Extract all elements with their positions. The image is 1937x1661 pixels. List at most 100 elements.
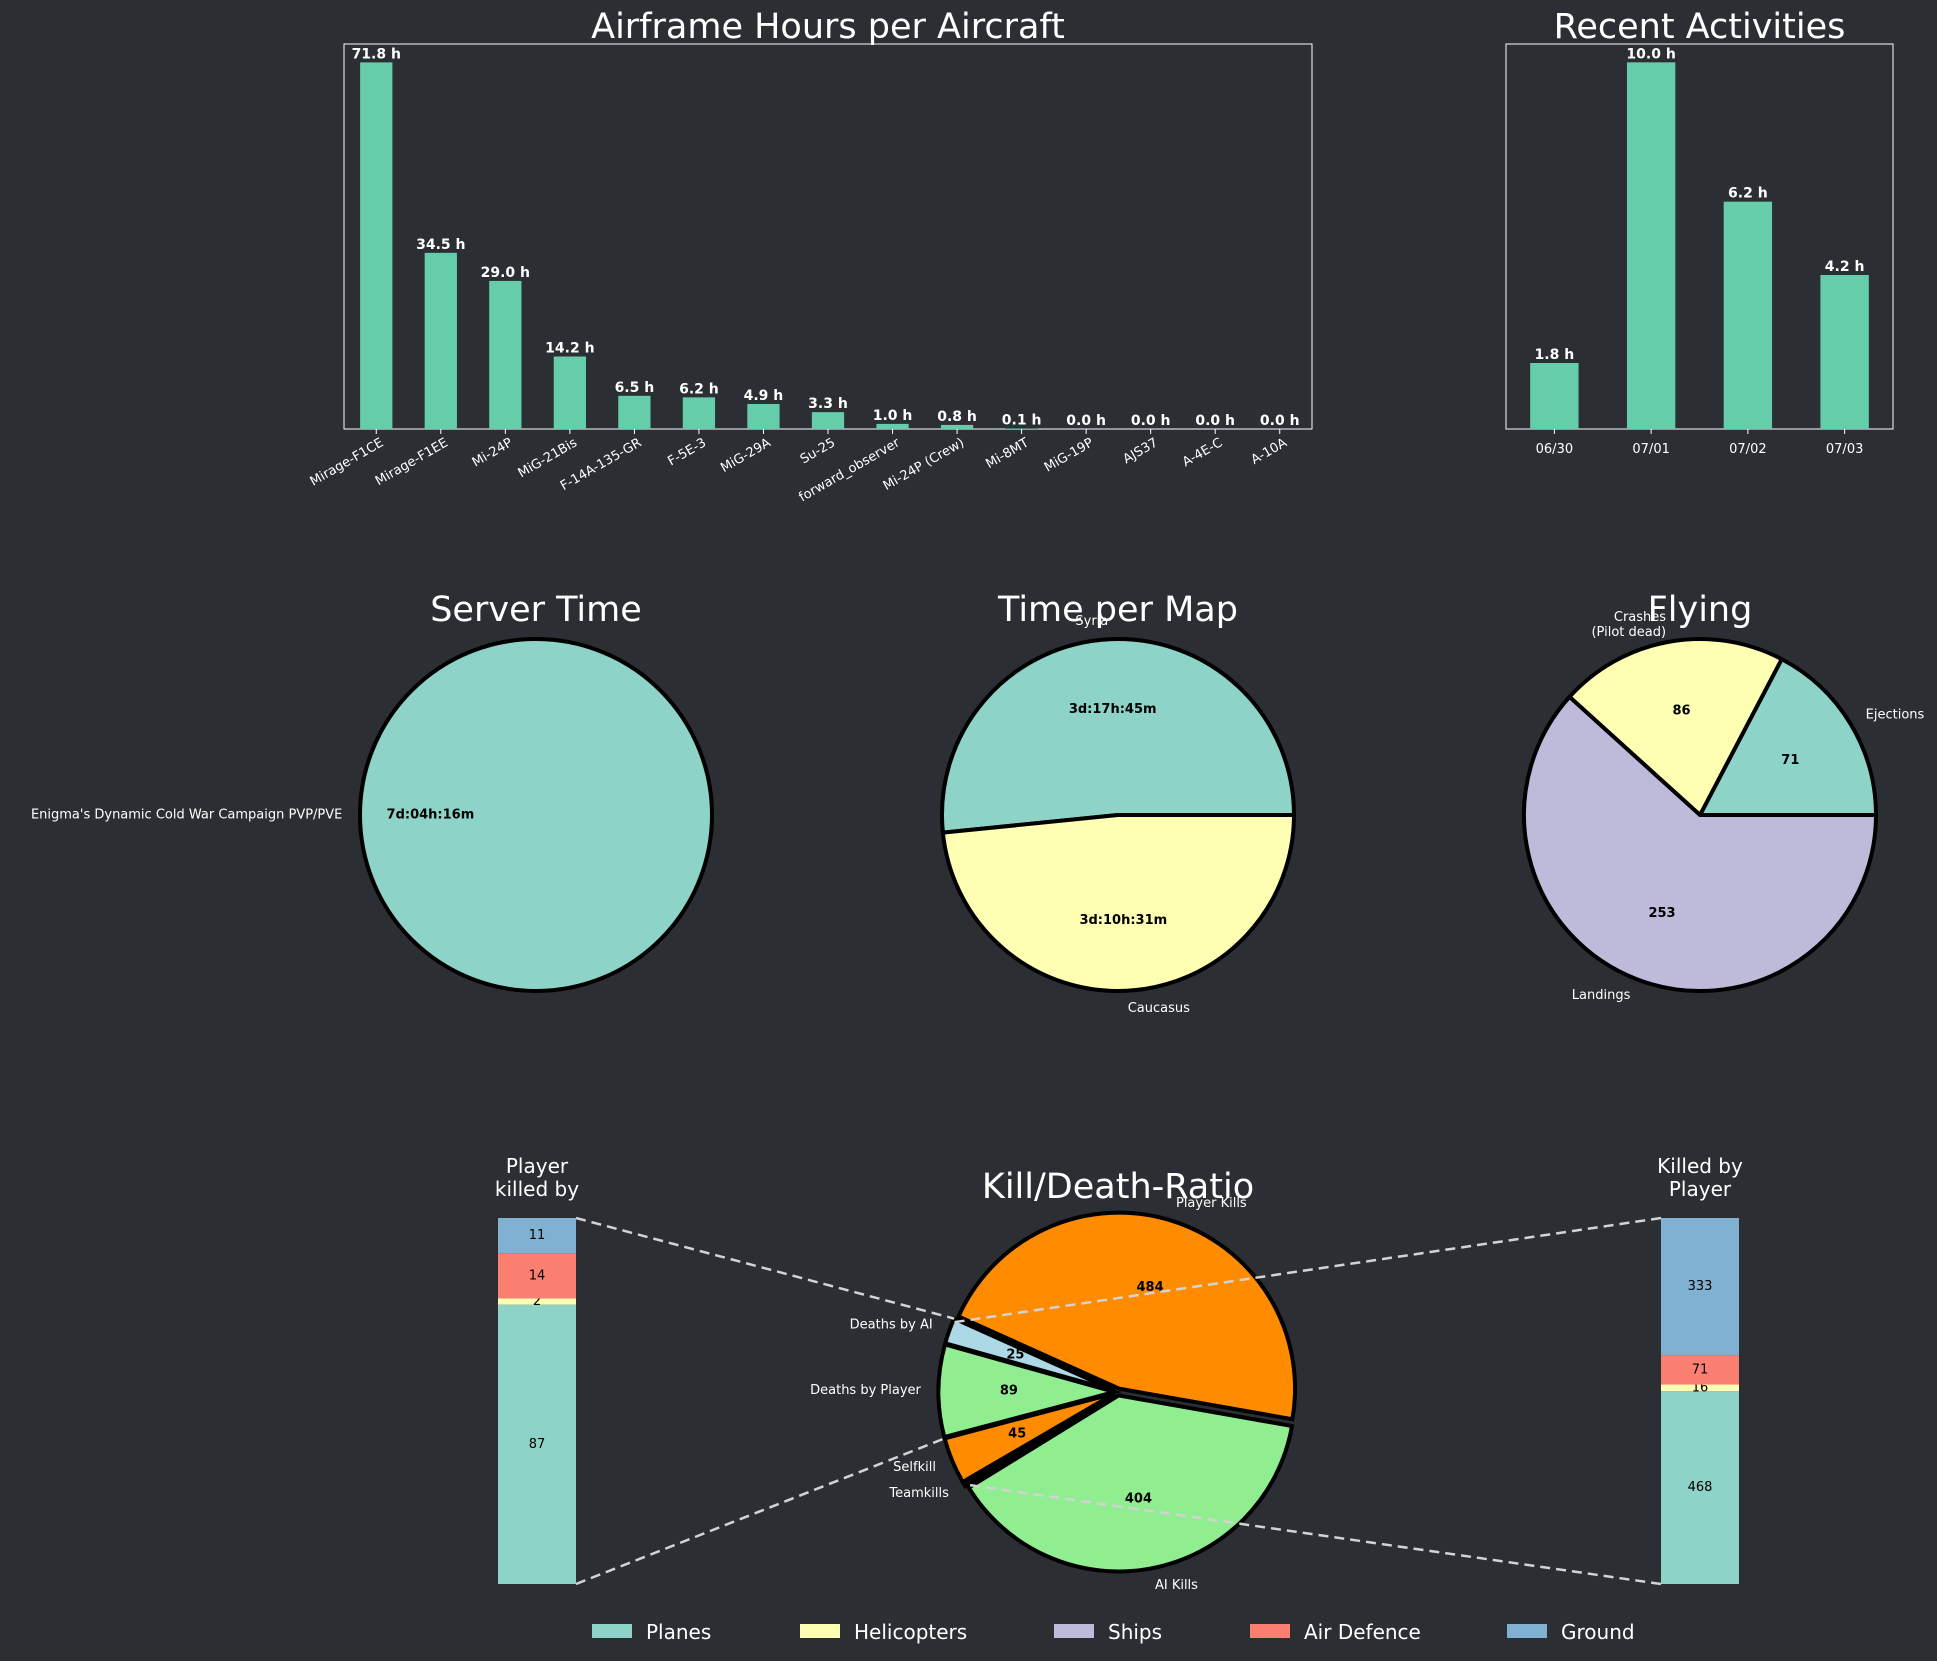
airframe-tick-label: Su-25 — [798, 435, 838, 467]
time_per_map-chart: Time per Map 3d:17h:45m Syria 3d:10h:31m Cau… — [940, 590, 1297, 1016]
recent-tick-label: 07/03 — [1826, 442, 1863, 457]
kdr-slice — [966, 1393, 1295, 1574]
airframe-value-label: 34.5 h — [416, 237, 465, 253]
kdr-value-label: 404 — [1125, 1492, 1152, 1507]
kdr-value-label: 89 — [1000, 1384, 1018, 1399]
player_killed_by-segment-label: 87 — [529, 1437, 546, 1452]
time_per_map-value-label: 3d:10h:31m — [1079, 913, 1167, 928]
airframe-value-label: 0.0 h — [1195, 413, 1235, 429]
airframe-bar — [940, 424, 974, 429]
kdr-slice-label: Deaths by Player — [810, 1383, 921, 1398]
player_killed_by-segment-label: 14 — [529, 1268, 546, 1283]
airframe-value-label: 71.8 h — [352, 46, 401, 62]
player_killed_by-segment — [498, 1304, 576, 1584]
server_time-value-label: 7d:04h:16m — [387, 808, 475, 823]
airframe-value-label: 1.0 h — [873, 408, 913, 424]
airframe-chart: Airframe Hours per Aircraft 71.8 h Mirage-… — [308, 7, 1313, 505]
legend-swatch — [592, 1624, 632, 1638]
airframe-tick-label: F-5E-3 — [665, 435, 709, 469]
airframe-bar — [424, 252, 457, 429]
airframe-value-label: 29.0 h — [481, 265, 530, 281]
killed_by_player-segment-label: 468 — [1688, 1480, 1713, 1495]
player_killed_by-segment-label: 11 — [529, 1228, 546, 1243]
flying-slice — [1696, 656, 1879, 817]
connector-line — [952, 1216, 1662, 1324]
recent-bar — [1626, 62, 1676, 429]
airframe-tick-label: MiG-19P — [1042, 435, 1096, 475]
recent-bar — [1723, 201, 1773, 429]
recent-bar — [1530, 363, 1579, 429]
player_killed_by-title: Player killed by — [495, 1154, 579, 1201]
recent-bar — [1820, 275, 1869, 429]
legend-label: Ground — [1561, 1620, 1635, 1644]
connector-line — [575, 1437, 946, 1586]
airframe-bar — [553, 356, 586, 429]
kdr-title: Kill/Death-Ratio — [982, 1167, 1254, 1207]
recent-chart: Recent Activities 1.8 h 06/30 10.0 h 07/01 6.… — [1505, 7, 1894, 457]
flying-slice-label: Landings — [1572, 988, 1631, 1003]
legend-swatch — [800, 1624, 840, 1638]
legend-label: Planes — [646, 1620, 711, 1644]
airframe-tick-label: MiG-29A — [718, 435, 773, 476]
player_killed_by-segment-label: 2 — [533, 1294, 541, 1309]
airframe-bar — [489, 280, 522, 429]
killed_by_player-title: Killed by Player — [1657, 1154, 1743, 1201]
flying-value-label: 71 — [1781, 753, 1799, 768]
legend-swatch — [1054, 1624, 1094, 1638]
time_per_map-slice — [940, 813, 1297, 993]
player_killed_by-chart: Player killed by 87 2 14 11 — [495, 1154, 579, 1584]
airframe-value-label: 0.1 h — [1002, 412, 1042, 428]
airframe-tick-label: A-4E-C — [1180, 435, 1225, 470]
kdr-connectors — [575, 1216, 1662, 1586]
server_time-title: Server Time — [430, 590, 642, 630]
player_killed_by-segment — [498, 1298, 576, 1305]
legend: Planes Helicopters Ships Air Defence Ground — [592, 1620, 1635, 1644]
killed_by_player-segment-label: 71 — [1692, 1362, 1709, 1377]
kdr-slice — [936, 1342, 1123, 1440]
kdr-slice — [955, 1210, 1298, 1422]
airframe-tick-label: Mirage-F1EE — [373, 435, 451, 489]
legend-swatch — [1507, 1624, 1547, 1638]
recent-title: Recent Activities — [1554, 7, 1846, 47]
time_per_map-slice-label: Syria — [1075, 614, 1108, 629]
killed_by_player-segment — [1661, 1218, 1739, 1356]
airframe-tick-label: Mirage-F1CE — [308, 435, 387, 489]
legend-swatch — [1250, 1624, 1290, 1638]
killed_by_player-segment-label: 333 — [1688, 1279, 1713, 1294]
airframe-bar — [1005, 428, 1038, 429]
kdr-slice-label: Selfkill — [893, 1460, 936, 1475]
airframe-bar — [747, 403, 780, 429]
flying-slice — [1522, 694, 1879, 993]
recent-tick-label: 07/02 — [1729, 442, 1766, 457]
recent-value-label: 4.2 h — [1825, 259, 1865, 275]
flying-title: Flying — [1648, 590, 1753, 630]
airframe-value-label: 6.5 h — [615, 380, 655, 396]
airframe-value-label: 14.2 h — [545, 340, 594, 356]
time_per_map-slice-label: Caucasus — [1128, 1001, 1190, 1016]
airframe-bar — [360, 62, 393, 430]
flying-slice — [1566, 637, 1785, 819]
flying-slice-label-line: Crashes — [1614, 609, 1666, 624]
airframe-tick-label: AJS37 — [1121, 435, 1161, 467]
airframe-tick-label: Mi-24P — [470, 435, 516, 470]
airframe-value-label: 0.8 h — [937, 409, 977, 425]
airframe-bar — [682, 397, 716, 429]
time_per_map-value-label: 3d:17h:45m — [1069, 702, 1157, 717]
legend-label: Ships — [1108, 1620, 1162, 1644]
kdr-value-label: 484 — [1137, 1280, 1164, 1295]
recent-axes-frame — [1505, 43, 1894, 430]
flying-slice-label: Crashes (Pilot dead) — [1591, 609, 1666, 639]
flying-chart: Flying 71 Ejections 86 Crashes (Pilot dead) 25… — [1522, 590, 1925, 1003]
server_time-slice — [358, 637, 714, 993]
killed_by_player-title-line: Player — [1669, 1177, 1732, 1201]
player_killed_by-title-line: Player — [506, 1154, 569, 1178]
airframe-tick-label: A-10A — [1249, 435, 1290, 467]
killed_by_player-segment — [1661, 1355, 1739, 1385]
recent-value-label: 1.8 h — [1535, 347, 1575, 363]
connector-line — [575, 1216, 955, 1320]
airframe-value-label: 0.0 h — [1260, 413, 1300, 429]
player_killed_by-segment — [498, 1218, 576, 1254]
airframe-value-label: 3.3 h — [808, 396, 848, 412]
kdr-slice-label: Player Kills — [1176, 1196, 1247, 1211]
